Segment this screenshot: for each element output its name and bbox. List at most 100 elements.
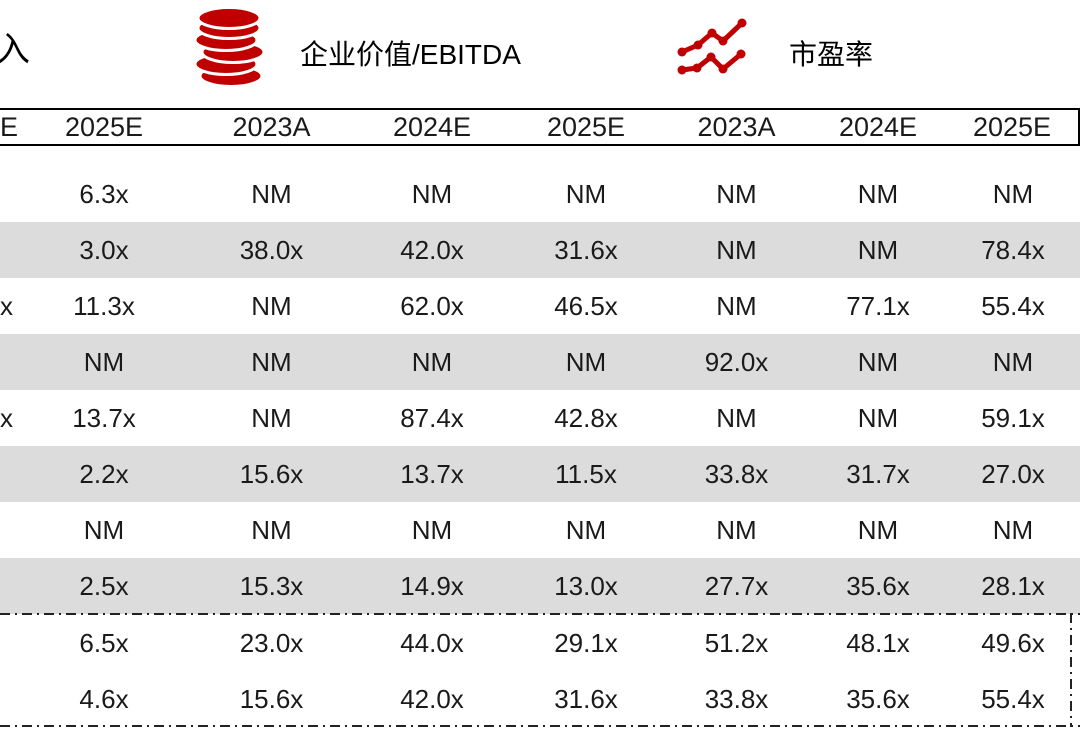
table-row: NM NM NM NM 92.0x NM NM	[0, 334, 1080, 390]
summary-cell: 44.0x	[400, 628, 464, 658]
table-cell: NM	[992, 515, 1034, 545]
header-cell: 2023A	[232, 111, 311, 142]
table-cell: NM	[716, 235, 757, 265]
table-cell: NM	[83, 515, 125, 545]
table-cell: 15.3x	[239, 571, 304, 601]
summary-row: 6.5x 23.0x 44.0x 29.1x 51.2x 48.1x 49.6x	[0, 615, 1080, 671]
table-cell: 11.5x	[555, 459, 617, 489]
table-cell: 13.7x	[400, 459, 464, 489]
table-cell: 31.6x	[554, 235, 618, 265]
table-cell: 33.8x	[704, 459, 769, 489]
table-row: x 13.7x NM 87.4x 42.8x NM NM 59.1x	[0, 390, 1080, 446]
table-cell: 6.3x	[79, 179, 129, 209]
table-cell: NM	[411, 179, 453, 209]
table-cell: NM	[251, 291, 292, 321]
summary-cell: 29.1x	[554, 628, 618, 658]
table-header-row: E 2025E 2023A 2024E 2025E 2023A 2024E 2025E	[0, 108, 1080, 146]
table-row: 3.0x 38.0x 42.0x 31.6x NM NM 78.4x	[0, 222, 1080, 278]
header-cell: 2023A	[697, 111, 776, 142]
table-row: NM NM NM NM NM NM NM	[0, 502, 1080, 558]
legend-strip: 入 企业价值/EBITDA	[0, 0, 1080, 106]
table-cell: 27.0x	[981, 459, 1045, 489]
header-cell: 2025E	[64, 111, 144, 142]
table-cell: NM	[411, 347, 453, 377]
summary-border-right	[1070, 613, 1072, 727]
table-cell: NM	[857, 179, 899, 209]
table-body: 6.3x NM NM NM NM NM NM 3.0x 38.0x 42.0x 31.6x NM NM 7…	[0, 146, 1080, 614]
table-row: 6.3x NM NM NM NM NM NM	[0, 166, 1080, 222]
table-row: 2.2x 15.6x 13.7x 11.5x 33.8x 31.7x 27.0x	[0, 446, 1080, 502]
table-cell: NM	[411, 515, 453, 545]
summary-cell: 31.6x	[554, 684, 618, 714]
summary-cell: 48.1x	[846, 628, 910, 658]
table-cell: 11.3x	[73, 291, 135, 321]
table-cell: 87.4x	[400, 403, 464, 433]
table-cell: x	[0, 403, 13, 433]
header-cell: 2024E	[838, 111, 918, 142]
table-cell: 15.6x	[239, 459, 304, 489]
table-cell: NM	[857, 515, 899, 545]
table-cell: 28.1x	[981, 571, 1045, 601]
table-cell: 59.1x	[981, 403, 1045, 433]
table-cell: NM	[716, 403, 757, 433]
table-cell: 62.0x	[400, 291, 464, 321]
summary-section: 6.5x 23.0x 44.0x 29.1x 51.2x 48.1x 49.6x 4.6x 15…	[0, 615, 1080, 727]
summary-cell: 35.6x	[846, 684, 910, 714]
table-cell: NM	[565, 347, 607, 377]
table-cell: NM	[251, 347, 292, 377]
summary-cell: 23.0x	[239, 628, 304, 658]
table-cell: 14.9x	[400, 571, 464, 601]
summary-cell: 51.2x	[704, 628, 769, 658]
summary-cell: 6.5x	[79, 628, 129, 658]
table-cell: NM	[565, 515, 607, 545]
header-cell: 2025E	[546, 111, 626, 142]
table-cell: NM	[992, 347, 1034, 377]
table-cell: 77.1x	[846, 291, 910, 321]
summary-divider-top	[0, 613, 1080, 615]
table-cell: 27.7x	[704, 571, 769, 601]
table-cell: NM	[251, 179, 292, 209]
table-cell: NM	[857, 347, 899, 377]
coins-icon	[192, 5, 268, 94]
summary-row: 4.6x 15.6x 42.0x 31.6x 33.8x 35.6x 55.4x	[0, 671, 1080, 727]
table-cell: 35.6x	[846, 571, 910, 601]
table-cell: NM	[992, 179, 1034, 209]
table-cell: 92.0x	[704, 347, 769, 377]
header-cell: E	[0, 111, 19, 142]
table-cell: NM	[83, 347, 125, 377]
table-cell: 13.7x	[72, 403, 136, 433]
table-cell: 42.0x	[400, 235, 464, 265]
table-cell: NM	[251, 403, 292, 433]
table-cell: 55.4x	[981, 291, 1045, 321]
table-cell: 2.5x	[79, 571, 129, 601]
pe-ratio-label: 市盈率	[789, 39, 874, 70]
table-cell: NM	[857, 403, 899, 433]
table-row: x 11.3x NM 62.0x 46.5x NM 77.1x 55.4x	[0, 278, 1080, 334]
table-cell: 78.4x	[981, 235, 1045, 265]
revenue-partial-label: 入	[0, 31, 30, 69]
summary-cell: 15.6x	[239, 684, 304, 714]
table-cell: NM	[565, 179, 607, 209]
table-cell: 46.5x	[554, 291, 618, 321]
summary-cell: 49.6x	[981, 628, 1045, 658]
line-chart-icon	[676, 12, 752, 87]
table-cell: NM	[716, 179, 757, 209]
table-cell: 13.0x	[554, 571, 618, 601]
header-cell: 2024E	[392, 111, 472, 142]
table-cell: 3.0x	[79, 235, 129, 265]
table-cell: 2.2x	[79, 459, 129, 489]
table-cell: x	[0, 291, 13, 321]
table-cell: 42.8x	[554, 403, 618, 433]
table-cell: 38.0x	[239, 235, 304, 265]
summary-divider-bottom	[0, 725, 1080, 727]
summary-cell: 55.4x	[981, 684, 1045, 714]
table-cell: NM	[716, 291, 757, 321]
table-cell: NM	[857, 235, 899, 265]
table-cell: 31.7x	[846, 459, 910, 489]
table-cell: NM	[716, 515, 757, 545]
ev-ebitda-label: 企业价值/EBITDA	[300, 39, 521, 70]
table-row: 2.5x 15.3x 14.9x 13.0x 27.7x 35.6x 28.1x	[0, 558, 1080, 614]
summary-cell: 4.6x	[79, 684, 129, 714]
table-cell: NM	[251, 515, 292, 545]
